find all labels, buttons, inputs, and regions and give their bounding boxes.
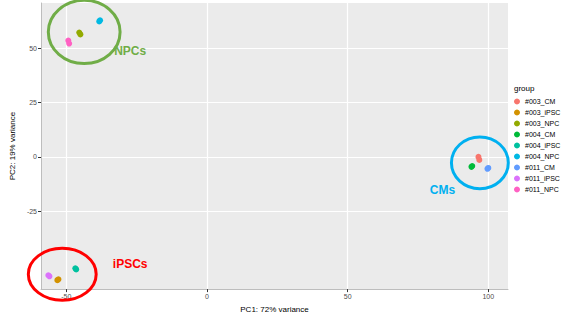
svg-text:0: 0 <box>205 293 209 300</box>
svg-text:50: 50 <box>344 293 352 300</box>
svg-text:#004_CM: #004_CM <box>525 131 556 139</box>
svg-text:#003_NPC: #003_NPC <box>525 120 559 128</box>
svg-text:iPSCs: iPSCs <box>113 257 148 271</box>
svg-text:-50: -50 <box>61 293 72 301</box>
svg-text:PC2: 19% variance: PC2: 19% variance <box>8 111 17 180</box>
svg-text:#004_NPC: #004_NPC <box>525 153 559 161</box>
svg-text:50: 50 <box>29 45 37 52</box>
svg-text:#003_iPSC: #003_iPSC <box>525 109 560 117</box>
svg-text:-25: -25 <box>27 208 37 215</box>
svg-text:#004_iPSC: #004_iPSC <box>525 142 560 150</box>
svg-text:#011_CM: #011_CM <box>525 164 555 172</box>
svg-text:NPCs: NPCs <box>114 44 146 58</box>
svg-text:#003_CM: #003_CM <box>525 98 556 106</box>
svg-text:CMs: CMs <box>430 183 456 197</box>
svg-text:PC1: 72% variance: PC1: 72% variance <box>240 305 309 314</box>
svg-text:25: 25 <box>29 99 37 106</box>
svg-text:group: group <box>514 84 535 93</box>
svg-text:100: 100 <box>482 293 494 300</box>
svg-text:#011_iPSC: #011_iPSC <box>525 175 560 183</box>
svg-text:#011_NPC: #011_NPC <box>525 186 559 194</box>
svg-text:0: 0 <box>33 153 37 160</box>
